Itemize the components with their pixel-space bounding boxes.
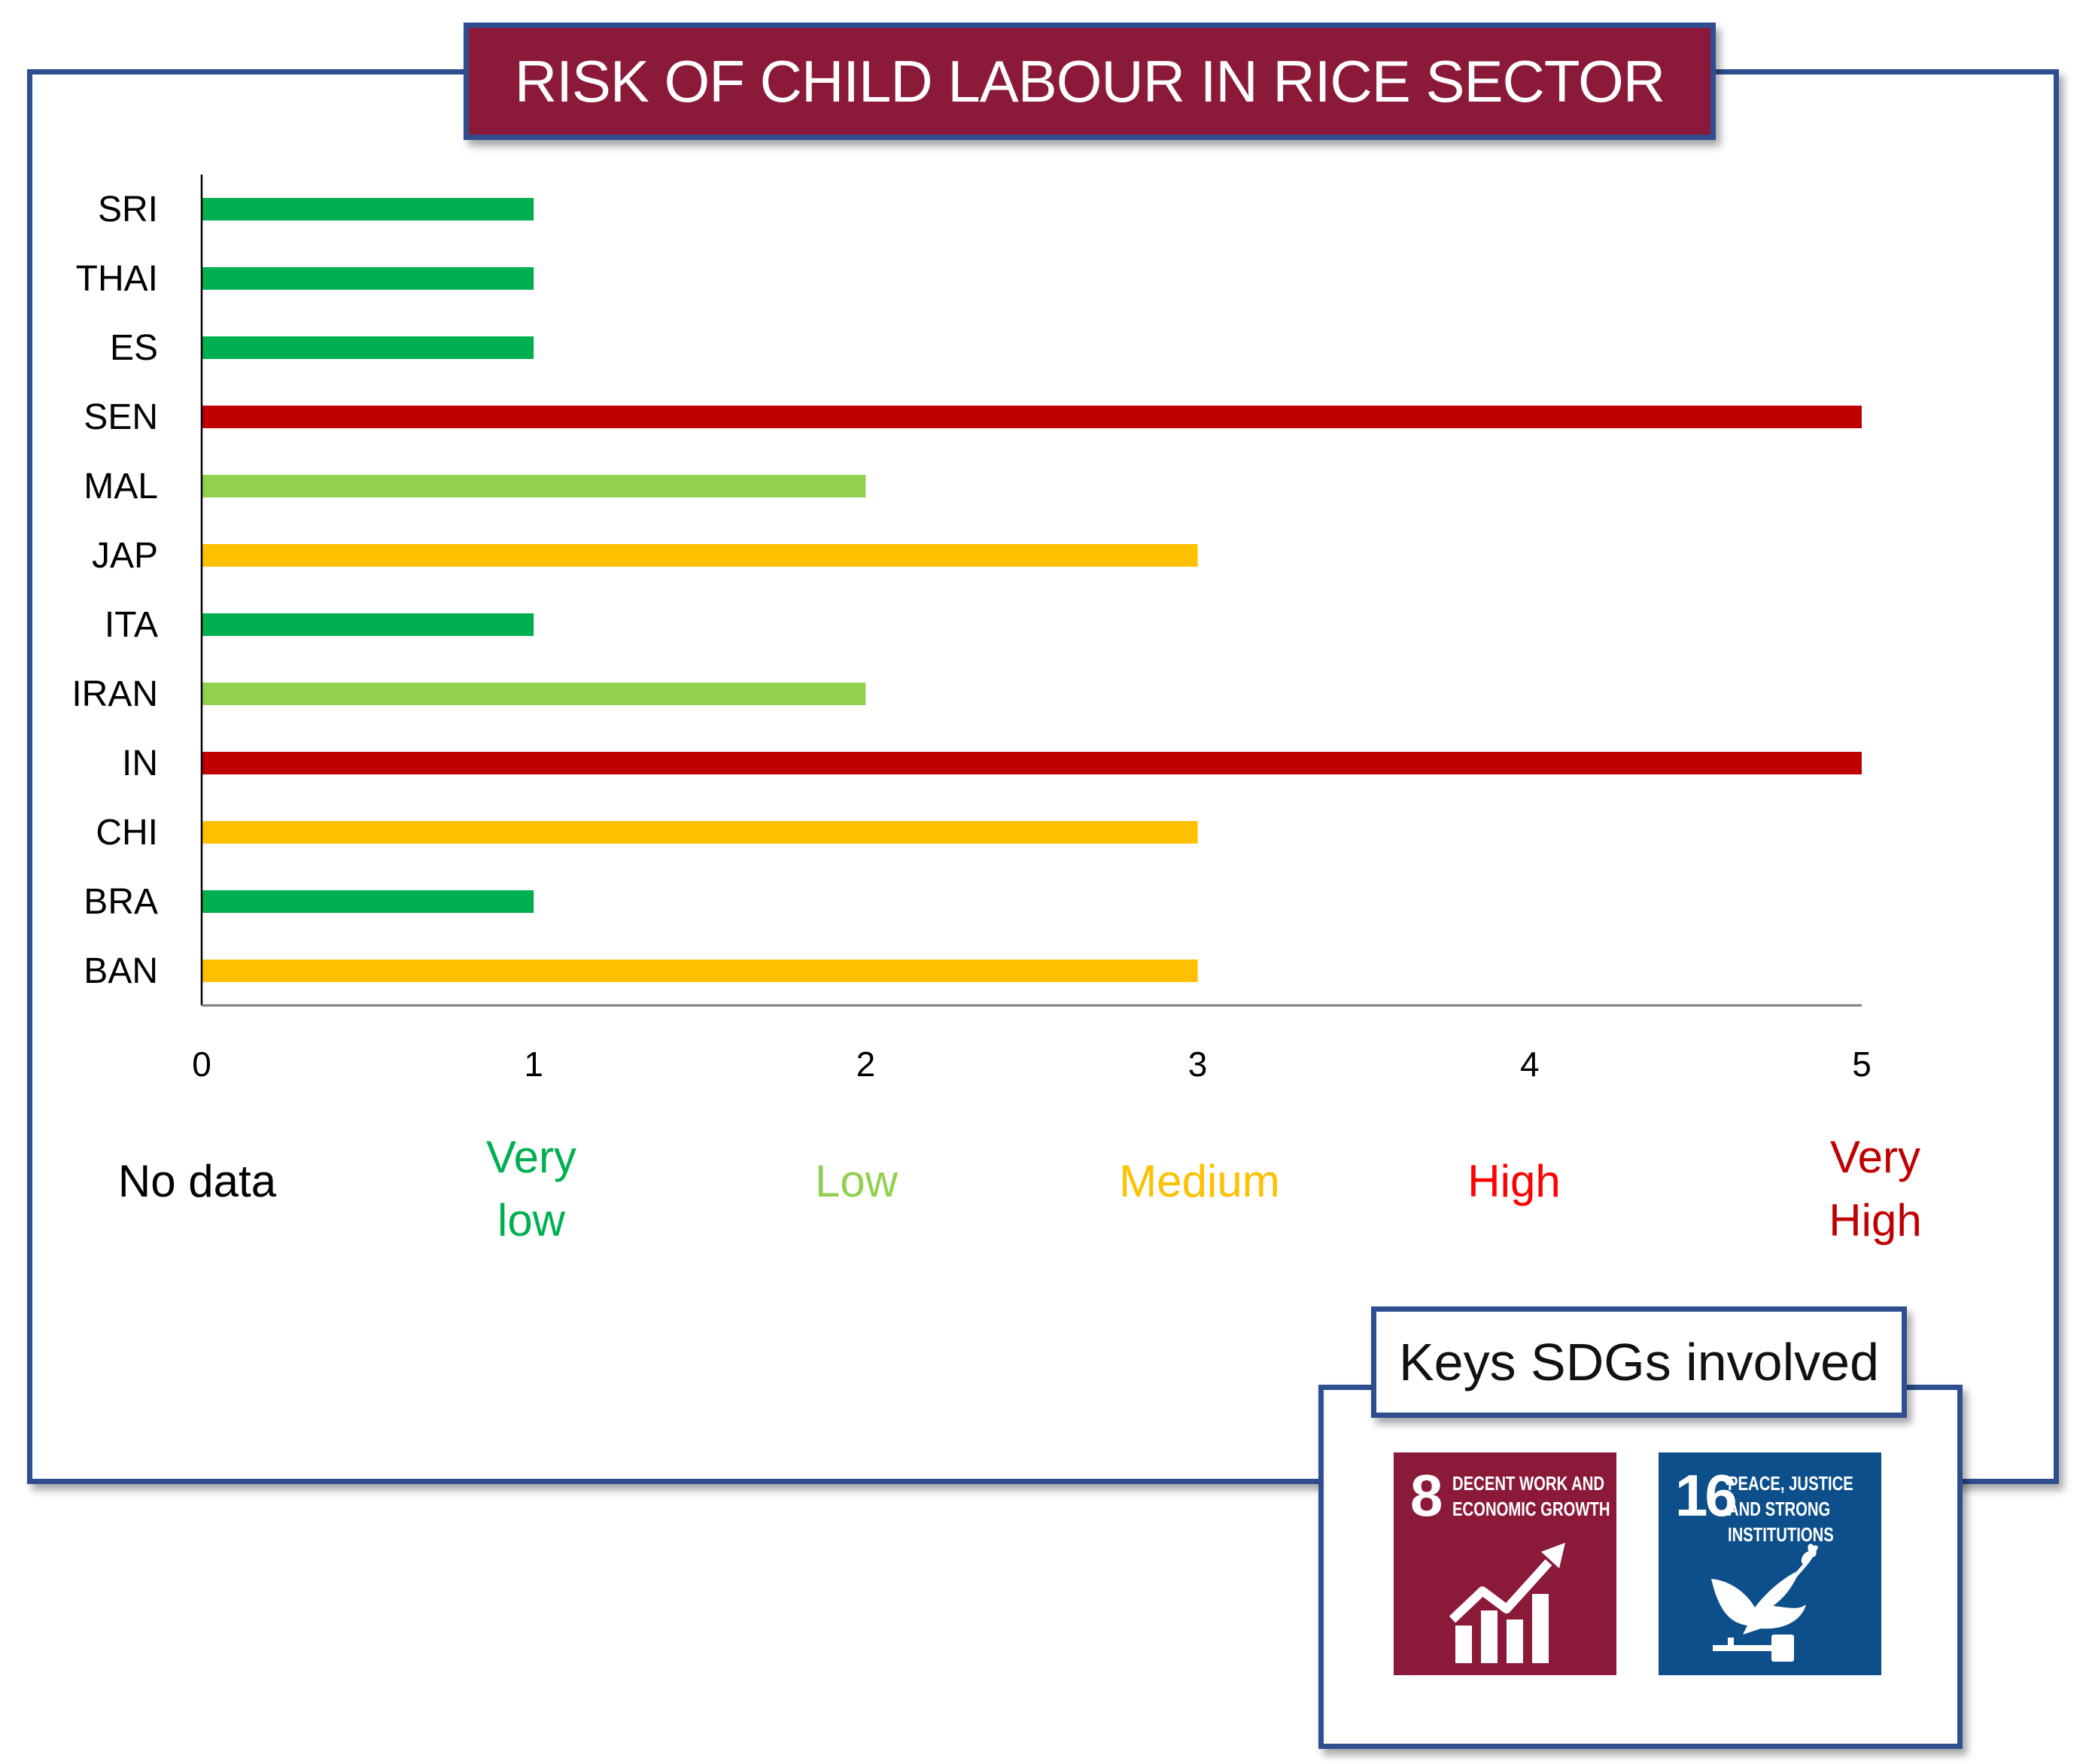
category-label: ES	[110, 328, 158, 368]
bar-mal	[202, 475, 866, 497]
bar-jap	[202, 544, 1198, 567]
bar-in	[202, 752, 1862, 774]
bar-thai	[202, 267, 534, 290]
category-label: JAP	[92, 536, 158, 576]
sdg-8-number: 8	[1410, 1462, 1443, 1528]
growth-chart-icon	[1449, 1543, 1565, 1663]
category-label: ITA	[105, 605, 158, 645]
dove-gavel-icon	[1711, 1544, 1819, 1662]
risk-label-4: High	[1467, 1156, 1560, 1206]
category-label: BAN	[84, 951, 158, 991]
chart-title: RISK OF CHILD LABOUR IN RICE SECTOR	[464, 23, 1716, 140]
sdg-16-number: 16	[1675, 1462, 1738, 1528]
risk-label-2: Low	[815, 1156, 899, 1206]
chart-frame	[27, 69, 2059, 1484]
bar-sen	[202, 406, 1862, 428]
risk-label-5: High	[1829, 1195, 1921, 1245]
sdg-16-tile: 16 PEACE, JUSTICE AND STRONG INSTITUTION…	[1659, 1452, 1881, 1675]
category-label: CHI	[96, 813, 158, 853]
x-tick-label: 0	[192, 1045, 211, 1084]
category-label: BRA	[84, 882, 158, 922]
risk-scale-labels: No data Very low Low Medium High Very High	[118, 1132, 1922, 1245]
bar-ban	[202, 960, 1198, 982]
x-tick-label: 1	[524, 1045, 543, 1084]
risk-label-1: Very	[486, 1132, 576, 1182]
bars-layer	[202, 198, 1862, 982]
x-tick-label: 5	[1852, 1045, 1872, 1084]
category-label: THAI	[76, 259, 158, 299]
x-tick-labels: 0 1 2 3 4 5	[192, 1045, 1872, 1084]
category-label: MAL	[84, 467, 158, 506]
x-tick-label: 4	[1520, 1045, 1540, 1084]
bar-sri	[202, 198, 534, 220]
sdg-8-text: DECENT WORK AND ECONOMIC GROWTH	[1452, 1472, 1610, 1520]
x-tick-label: 3	[1188, 1045, 1208, 1084]
bar-chi	[202, 821, 1198, 844]
sdg-16-text: PEACE, JUSTICE AND STRONG INSTITUTIONS	[1728, 1472, 1853, 1546]
category-labels: SRI THAI ES SEN MAL JAP ITA IRAN IN CHI BRA BAN	[71, 190, 158, 991]
sdg-header: Keys SDGs involved	[1371, 1306, 1907, 1418]
bar-iran	[202, 683, 866, 705]
category-label: IN	[122, 744, 158, 783]
bar-es	[202, 336, 534, 359]
sdg-8-tile: 8 DECENT WORK AND ECONOMIC GROWTH	[1394, 1452, 1616, 1675]
bar-ita	[202, 613, 534, 636]
x-tick-label: 2	[856, 1045, 876, 1084]
bar-bra	[202, 890, 534, 913]
risk-label-5: Very	[1830, 1132, 1920, 1182]
risk-label-3: Medium	[1119, 1156, 1279, 1206]
risk-label-0: No data	[118, 1156, 277, 1206]
category-label: SEN	[84, 397, 158, 437]
category-label: IRAN	[71, 674, 158, 714]
risk-label-1: low	[497, 1195, 566, 1245]
category-label: SRI	[98, 190, 158, 230]
